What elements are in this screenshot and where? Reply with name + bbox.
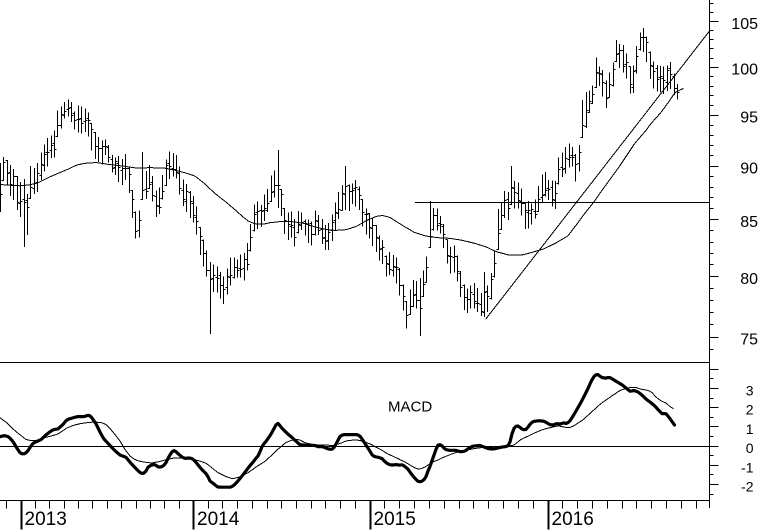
svg-text:85: 85: [740, 214, 758, 231]
svg-text:105: 105: [731, 16, 758, 33]
svg-text:-1: -1: [741, 459, 754, 475]
svg-text:0: 0: [746, 440, 754, 456]
svg-text:75: 75: [740, 331, 758, 348]
svg-text:2013: 2013: [25, 509, 67, 530]
svg-text:MACD: MACD: [388, 399, 432, 416]
svg-text:80: 80: [740, 271, 758, 288]
svg-text:2015: 2015: [374, 509, 416, 530]
svg-text:-2: -2: [741, 479, 754, 495]
svg-text:90: 90: [740, 160, 758, 177]
svg-text:1: 1: [746, 421, 754, 437]
svg-text:100: 100: [731, 62, 758, 79]
svg-text:2: 2: [746, 402, 754, 418]
svg-text:2016: 2016: [552, 509, 594, 530]
svg-text:95: 95: [740, 110, 758, 127]
svg-text:3: 3: [746, 383, 754, 399]
svg-text:2014: 2014: [197, 509, 240, 530]
